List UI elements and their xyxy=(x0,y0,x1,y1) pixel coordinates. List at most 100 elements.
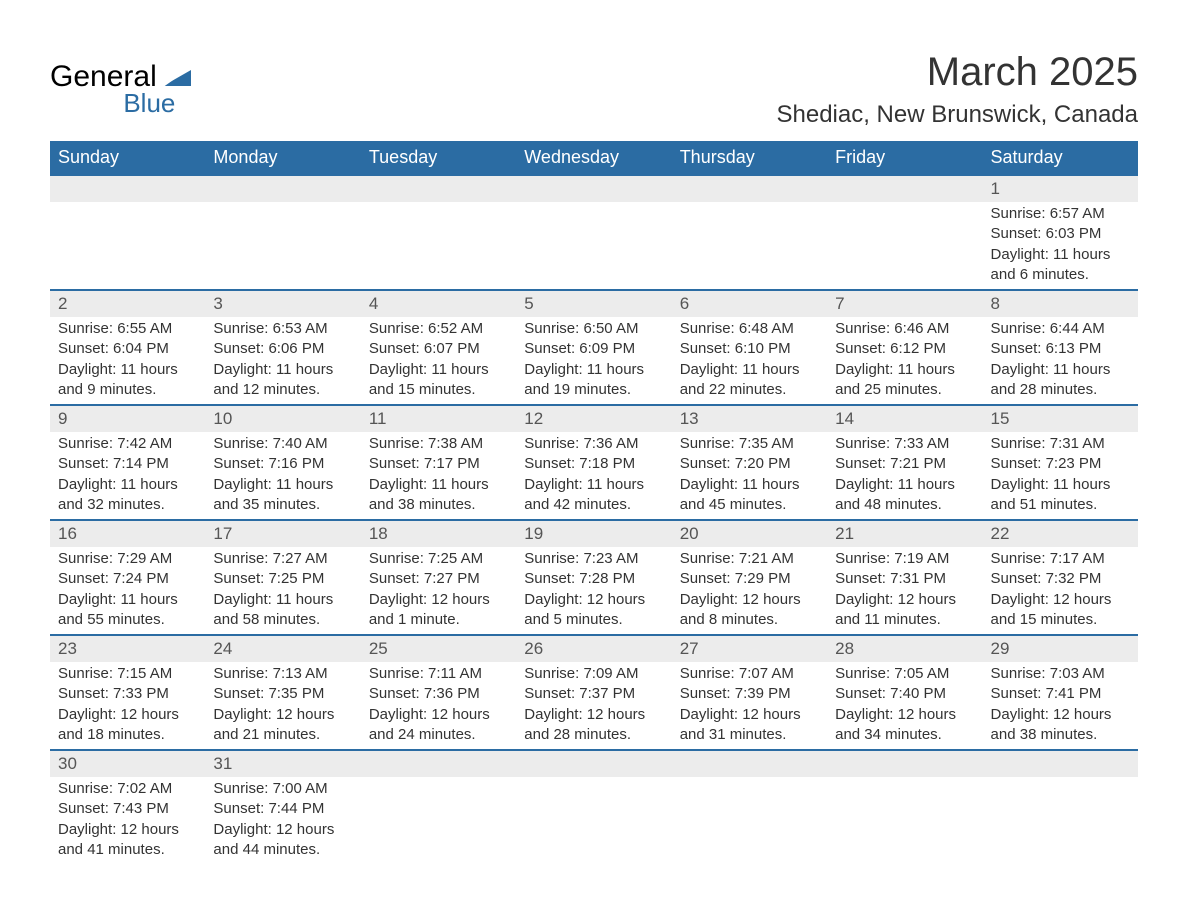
daylight-text-1: Daylight: 12 hours xyxy=(991,590,1130,610)
day-number: 7 xyxy=(827,291,982,317)
day-number: 16 xyxy=(50,521,205,547)
daylight-text-2: and 55 minutes. xyxy=(58,610,197,630)
sunset-text: Sunset: 7:32 PM xyxy=(991,569,1130,589)
sunset-text: Sunset: 7:36 PM xyxy=(369,684,508,704)
calendar-day-cell xyxy=(672,750,827,864)
page-header: General Blue March 2025 Shediac, New Bru… xyxy=(50,50,1138,129)
sunset-text: Sunset: 7:31 PM xyxy=(835,569,974,589)
calendar-day-cell xyxy=(827,175,982,290)
sunrise-text: Sunrise: 7:35 AM xyxy=(680,434,819,454)
daylight-text-2: and 12 minutes. xyxy=(213,380,352,400)
day-content xyxy=(827,202,982,208)
sunrise-text: Sunrise: 7:29 AM xyxy=(58,549,197,569)
sunset-text: Sunset: 7:14 PM xyxy=(58,454,197,474)
calendar-day-cell xyxy=(516,750,671,864)
day-content: Sunrise: 7:03 AMSunset: 7:41 PMDaylight:… xyxy=(983,662,1138,749)
daylight-text-2: and 8 minutes. xyxy=(680,610,819,630)
calendar-day-cell: 25Sunrise: 7:11 AMSunset: 7:36 PMDayligh… xyxy=(361,635,516,750)
daylight-text-1: Daylight: 12 hours xyxy=(58,705,197,725)
day-content: Sunrise: 6:53 AMSunset: 6:06 PMDaylight:… xyxy=(205,317,360,404)
daylight-text-1: Daylight: 12 hours xyxy=(680,590,819,610)
sunset-text: Sunset: 6:07 PM xyxy=(369,339,508,359)
sunset-text: Sunset: 7:41 PM xyxy=(991,684,1130,704)
day-number: 8 xyxy=(983,291,1138,317)
calendar-week-row: 23Sunrise: 7:15 AMSunset: 7:33 PMDayligh… xyxy=(50,635,1138,750)
day-content: Sunrise: 7:21 AMSunset: 7:29 PMDaylight:… xyxy=(672,547,827,634)
calendar-day-cell: 21Sunrise: 7:19 AMSunset: 7:31 PMDayligh… xyxy=(827,520,982,635)
daylight-text-2: and 38 minutes. xyxy=(991,725,1130,745)
daylight-text-1: Daylight: 11 hours xyxy=(369,475,508,495)
sunset-text: Sunset: 7:28 PM xyxy=(524,569,663,589)
sunrise-text: Sunrise: 7:23 AM xyxy=(524,549,663,569)
daylight-text-2: and 15 minutes. xyxy=(991,610,1130,630)
sunset-text: Sunset: 7:16 PM xyxy=(213,454,352,474)
day-number: 23 xyxy=(50,636,205,662)
day-number: 20 xyxy=(672,521,827,547)
calendar-day-cell xyxy=(50,175,205,290)
daylight-text-2: and 34 minutes. xyxy=(835,725,974,745)
day-content: Sunrise: 7:00 AMSunset: 7:44 PMDaylight:… xyxy=(205,777,360,864)
day-number xyxy=(516,751,671,777)
calendar-day-cell: 17Sunrise: 7:27 AMSunset: 7:25 PMDayligh… xyxy=(205,520,360,635)
daylight-text-1: Daylight: 11 hours xyxy=(680,360,819,380)
calendar-day-cell xyxy=(672,175,827,290)
day-number: 29 xyxy=(983,636,1138,662)
sunrise-text: Sunrise: 6:48 AM xyxy=(680,319,819,339)
daylight-text-1: Daylight: 12 hours xyxy=(991,705,1130,725)
day-content: Sunrise: 7:25 AMSunset: 7:27 PMDaylight:… xyxy=(361,547,516,634)
day-content: Sunrise: 6:50 AMSunset: 6:09 PMDaylight:… xyxy=(516,317,671,404)
day-number: 6 xyxy=(672,291,827,317)
sunset-text: Sunset: 7:29 PM xyxy=(680,569,819,589)
day-number xyxy=(516,176,671,202)
day-content: Sunrise: 7:07 AMSunset: 7:39 PMDaylight:… xyxy=(672,662,827,749)
daylight-text-1: Daylight: 12 hours xyxy=(58,820,197,840)
day-number: 17 xyxy=(205,521,360,547)
sunset-text: Sunset: 6:06 PM xyxy=(213,339,352,359)
sunset-text: Sunset: 7:25 PM xyxy=(213,569,352,589)
day-number: 11 xyxy=(361,406,516,432)
logo-text-blue: Blue xyxy=(123,88,175,119)
sunrise-text: Sunrise: 7:11 AM xyxy=(369,664,508,684)
calendar-day-cell: 29Sunrise: 7:03 AMSunset: 7:41 PMDayligh… xyxy=(983,635,1138,750)
sunrise-text: Sunrise: 7:21 AM xyxy=(680,549,819,569)
sunset-text: Sunset: 7:21 PM xyxy=(835,454,974,474)
sunset-text: Sunset: 7:23 PM xyxy=(991,454,1130,474)
daylight-text-2: and 24 minutes. xyxy=(369,725,508,745)
day-number: 18 xyxy=(361,521,516,547)
day-content: Sunrise: 7:11 AMSunset: 7:36 PMDaylight:… xyxy=(361,662,516,749)
day-content: Sunrise: 7:02 AMSunset: 7:43 PMDaylight:… xyxy=(50,777,205,864)
day-content: Sunrise: 6:57 AMSunset: 6:03 PMDaylight:… xyxy=(983,202,1138,289)
calendar-header-row: Sunday Monday Tuesday Wednesday Thursday… xyxy=(50,141,1138,175)
sunrise-text: Sunrise: 7:00 AM xyxy=(213,779,352,799)
sunrise-text: Sunrise: 7:42 AM xyxy=(58,434,197,454)
calendar-week-row: 2Sunrise: 6:55 AMSunset: 6:04 PMDaylight… xyxy=(50,290,1138,405)
day-number: 14 xyxy=(827,406,982,432)
daylight-text-2: and 38 minutes. xyxy=(369,495,508,515)
sunrise-text: Sunrise: 7:19 AM xyxy=(835,549,974,569)
day-content: Sunrise: 7:27 AMSunset: 7:25 PMDaylight:… xyxy=(205,547,360,634)
calendar-week-row: 30Sunrise: 7:02 AMSunset: 7:43 PMDayligh… xyxy=(50,750,1138,864)
day-content: Sunrise: 7:31 AMSunset: 7:23 PMDaylight:… xyxy=(983,432,1138,519)
day-content: Sunrise: 7:09 AMSunset: 7:37 PMDaylight:… xyxy=(516,662,671,749)
sunrise-text: Sunrise: 7:09 AM xyxy=(524,664,663,684)
daylight-text-1: Daylight: 11 hours xyxy=(524,360,663,380)
month-title: March 2025 xyxy=(776,50,1138,95)
daylight-text-2: and 25 minutes. xyxy=(835,380,974,400)
day-number: 9 xyxy=(50,406,205,432)
day-header-wednesday: Wednesday xyxy=(516,141,671,175)
daylight-text-1: Daylight: 11 hours xyxy=(58,590,197,610)
calendar-day-cell: 11Sunrise: 7:38 AMSunset: 7:17 PMDayligh… xyxy=(361,405,516,520)
calendar-day-cell: 20Sunrise: 7:21 AMSunset: 7:29 PMDayligh… xyxy=(672,520,827,635)
day-number: 22 xyxy=(983,521,1138,547)
daylight-text-1: Daylight: 11 hours xyxy=(213,475,352,495)
sunrise-text: Sunrise: 7:07 AM xyxy=(680,664,819,684)
day-number xyxy=(672,751,827,777)
calendar-table: Sunday Monday Tuesday Wednesday Thursday… xyxy=(50,141,1138,864)
day-content: Sunrise: 7:17 AMSunset: 7:32 PMDaylight:… xyxy=(983,547,1138,634)
day-number xyxy=(50,176,205,202)
day-number: 4 xyxy=(361,291,516,317)
day-header-tuesday: Tuesday xyxy=(361,141,516,175)
sunrise-text: Sunrise: 7:03 AM xyxy=(991,664,1130,684)
calendar-day-cell: 28Sunrise: 7:05 AMSunset: 7:40 PMDayligh… xyxy=(827,635,982,750)
sunset-text: Sunset: 7:33 PM xyxy=(58,684,197,704)
